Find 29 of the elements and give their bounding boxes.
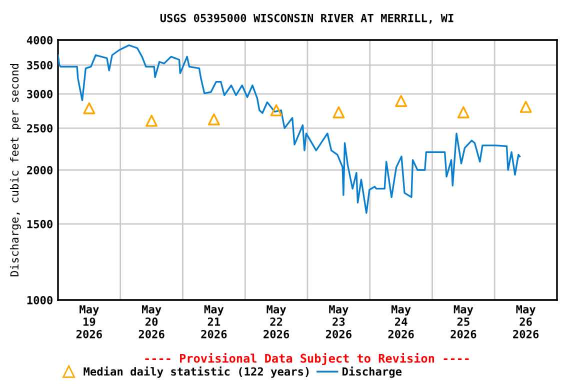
x-tick-label: May 24 2026 bbox=[388, 305, 414, 338]
point bbox=[520, 100, 532, 113]
x-tick-label: May 26 2026 bbox=[513, 305, 539, 338]
x-tick-label: May 19 2026 bbox=[76, 305, 102, 338]
chart-title: USGS 05395000 WISCONSIN RIVER AT MERRILL, WI bbox=[160, 14, 454, 24]
point bbox=[395, 94, 408, 107]
y-tick-label: 1000 bbox=[27, 296, 52, 304]
y-tick-label: 4000 bbox=[26, 36, 52, 44]
legend-label: Median daily statistic (122 years) bbox=[84, 366, 309, 378]
y-tick-label: 2000 bbox=[27, 166, 52, 174]
x-tick-label: May 21 2026 bbox=[201, 305, 227, 338]
text: ---- Provisional Data Subject to Revision ---- bbox=[145, 352, 469, 366]
point bbox=[208, 113, 220, 126]
y-tick-label: 3500 bbox=[27, 61, 52, 70]
y-tick-label: 3000 bbox=[27, 90, 52, 98]
point bbox=[146, 114, 158, 127]
point bbox=[457, 106, 470, 118]
x-tick-label: May 20 2026 bbox=[138, 305, 164, 338]
line-series bbox=[58, 44, 521, 214]
y-tick-label: 2500 bbox=[27, 124, 52, 133]
point bbox=[332, 106, 345, 118]
point bbox=[83, 102, 96, 114]
x-tick-label: May 23 2026 bbox=[326, 305, 352, 338]
x-tick-label: May 25 2026 bbox=[450, 305, 476, 338]
y-axis-title: Discharge, cubic feet per second bbox=[10, 64, 21, 276]
y-tick-label: 1500 bbox=[27, 220, 52, 228]
legend-label: Discharge bbox=[342, 366, 402, 378]
point bbox=[270, 104, 282, 116]
x-tick-label: May 22 2026 bbox=[264, 305, 290, 338]
